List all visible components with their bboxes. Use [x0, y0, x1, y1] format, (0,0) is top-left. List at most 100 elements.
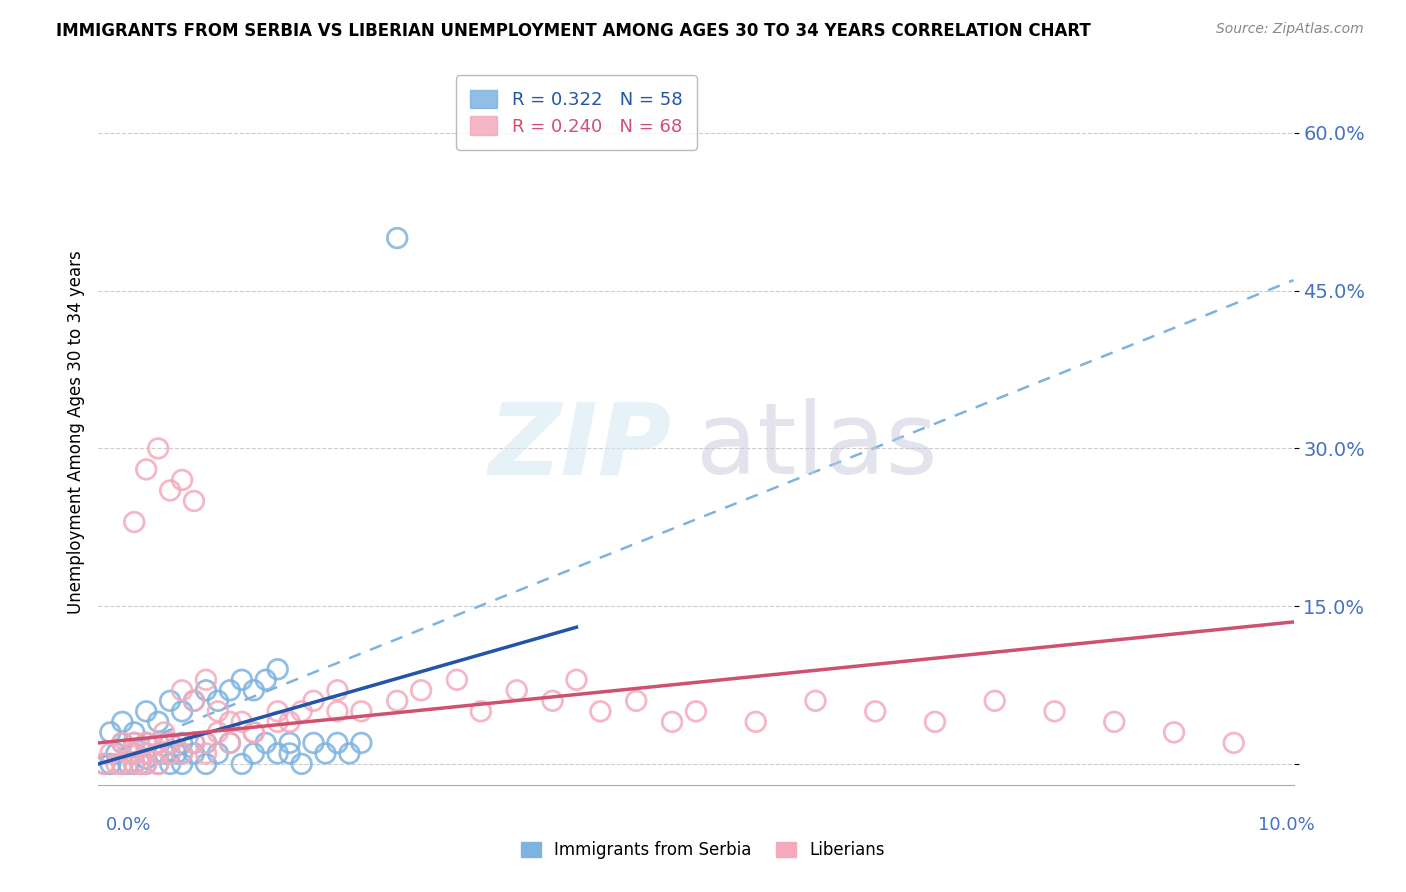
Point — [111, 736, 134, 750]
Point — [111, 714, 134, 729]
Point — [135, 756, 157, 771]
Point — [98, 747, 122, 761]
Point — [565, 673, 588, 687]
Point — [153, 747, 176, 761]
Point — [195, 756, 218, 771]
Point — [135, 736, 157, 750]
Point — [183, 694, 205, 708]
Point — [129, 756, 152, 771]
Point — [207, 704, 229, 718]
Point — [291, 756, 314, 771]
Point — [541, 694, 564, 708]
Point — [302, 694, 325, 708]
Point — [350, 736, 373, 750]
Point — [111, 756, 134, 771]
Point — [243, 725, 266, 739]
Text: 10.0%: 10.0% — [1258, 815, 1315, 833]
Point — [135, 752, 157, 766]
Point — [231, 714, 253, 729]
Point — [172, 756, 194, 771]
Point — [172, 747, 194, 761]
Point — [924, 714, 946, 729]
Point — [267, 662, 290, 676]
Point — [148, 756, 170, 771]
Point — [183, 694, 205, 708]
Point — [172, 704, 194, 718]
Point — [105, 756, 128, 771]
Point — [446, 673, 468, 687]
Point — [195, 736, 218, 750]
Point — [117, 756, 139, 771]
Point — [291, 704, 314, 718]
Point — [93, 756, 115, 771]
Point — [159, 694, 181, 708]
Point — [661, 714, 683, 729]
Point — [339, 747, 361, 761]
Point — [135, 756, 157, 771]
Point — [111, 756, 134, 771]
Point — [159, 736, 181, 750]
Point — [159, 747, 181, 761]
Point — [111, 736, 134, 750]
Point — [207, 725, 229, 739]
Point — [254, 673, 277, 687]
Point — [172, 736, 194, 750]
Point — [278, 714, 301, 729]
Point — [984, 694, 1007, 708]
Point — [195, 683, 218, 698]
Point — [243, 725, 266, 739]
Point — [124, 725, 146, 739]
Point — [117, 747, 139, 761]
Point — [159, 756, 181, 771]
Point — [148, 736, 170, 750]
Point — [135, 462, 157, 476]
Point — [165, 747, 187, 761]
Point — [589, 704, 612, 718]
Point — [626, 694, 648, 708]
Point — [148, 747, 170, 761]
Text: atlas: atlas — [696, 398, 938, 495]
Point — [183, 494, 205, 508]
Legend: Immigrants from Serbia, Liberians: Immigrants from Serbia, Liberians — [515, 835, 891, 866]
Point — [219, 736, 242, 750]
Point — [685, 704, 707, 718]
Point — [98, 756, 122, 771]
Point — [183, 747, 205, 761]
Point — [172, 683, 194, 698]
Point — [135, 704, 157, 718]
Point — [219, 714, 242, 729]
Point — [1163, 725, 1185, 739]
Point — [470, 704, 492, 718]
Point — [124, 515, 146, 529]
Point — [148, 747, 170, 761]
Point — [302, 736, 325, 750]
Point — [207, 747, 229, 761]
Point — [326, 736, 349, 750]
Point — [1104, 714, 1126, 729]
Point — [350, 704, 373, 718]
Point — [105, 747, 128, 761]
Point — [135, 747, 157, 761]
Point — [124, 756, 146, 771]
Point — [148, 442, 170, 456]
Point — [93, 756, 115, 771]
Point — [231, 673, 253, 687]
Point — [385, 231, 409, 245]
Point — [124, 747, 146, 761]
Point — [183, 736, 205, 750]
Point — [207, 694, 229, 708]
Point — [219, 683, 242, 698]
Point — [124, 756, 146, 771]
Point — [124, 736, 146, 750]
Point — [243, 747, 266, 761]
Point — [195, 736, 218, 750]
Point — [231, 756, 253, 771]
Point — [148, 736, 170, 750]
Point — [183, 736, 205, 750]
Point — [148, 756, 170, 771]
Point — [865, 704, 887, 718]
Point — [98, 725, 122, 739]
Point — [506, 683, 529, 698]
Point — [172, 747, 194, 761]
Point — [804, 694, 827, 708]
